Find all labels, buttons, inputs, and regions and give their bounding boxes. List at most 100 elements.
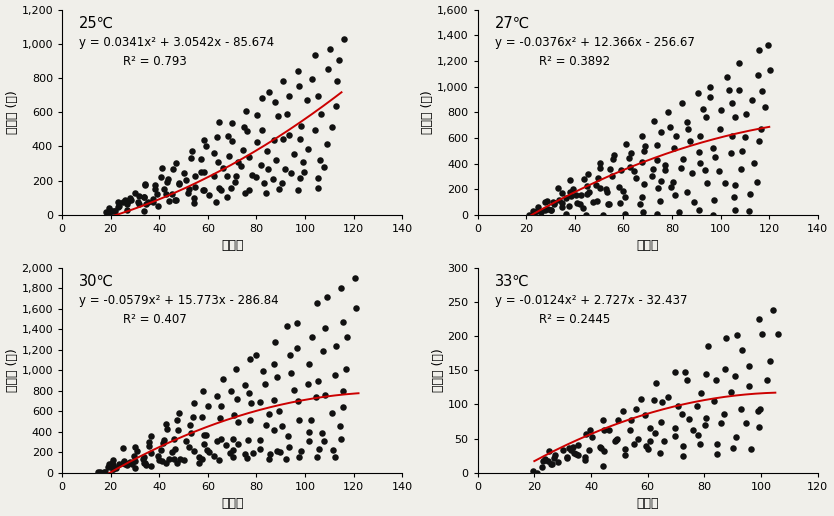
Point — [243, 355, 256, 363]
Point — [585, 433, 598, 441]
Point — [271, 112, 284, 121]
Point — [220, 171, 234, 180]
Point — [330, 77, 344, 85]
Point — [320, 140, 334, 148]
Point — [334, 434, 347, 443]
Point — [681, 376, 694, 384]
Point — [138, 180, 152, 188]
Point — [183, 421, 197, 429]
Point — [138, 453, 151, 461]
Point — [153, 456, 166, 464]
Point — [685, 169, 698, 178]
Point — [284, 169, 297, 178]
Point — [201, 402, 214, 410]
Point — [139, 199, 153, 207]
Point — [552, 184, 565, 192]
Point — [760, 376, 773, 384]
Point — [594, 443, 607, 452]
Point — [545, 460, 558, 468]
Text: R² = 0.407: R² = 0.407 — [123, 313, 187, 326]
Point — [210, 437, 224, 445]
Point — [186, 147, 199, 155]
Point — [311, 174, 324, 182]
Point — [540, 197, 553, 205]
Point — [559, 210, 572, 218]
Point — [108, 207, 122, 216]
Point — [676, 99, 689, 107]
Point — [701, 342, 715, 350]
Point — [707, 396, 721, 405]
Point — [173, 179, 186, 187]
Point — [197, 186, 210, 195]
Point — [336, 318, 349, 327]
Point — [315, 429, 329, 437]
Point — [280, 321, 294, 330]
Point — [566, 443, 580, 451]
Point — [692, 206, 706, 214]
Point — [682, 414, 696, 423]
Point — [256, 366, 269, 375]
Point — [196, 413, 209, 421]
Point — [756, 330, 769, 338]
Point — [118, 460, 132, 468]
Point — [168, 455, 181, 463]
Point — [133, 192, 146, 201]
Point — [608, 437, 621, 445]
Point — [177, 456, 190, 464]
Point — [336, 403, 349, 411]
Point — [718, 364, 731, 373]
Point — [194, 154, 208, 163]
Point — [240, 127, 254, 135]
Point — [226, 435, 239, 443]
Point — [142, 442, 155, 450]
Point — [655, 417, 668, 426]
Point — [199, 141, 213, 150]
Point — [151, 452, 164, 460]
Point — [225, 137, 239, 146]
Point — [159, 420, 173, 428]
Point — [334, 422, 347, 430]
Point — [715, 418, 728, 427]
Point — [158, 436, 171, 444]
Point — [675, 410, 688, 418]
Point — [169, 196, 183, 204]
Point — [654, 128, 667, 136]
Point — [138, 181, 152, 189]
Point — [318, 163, 331, 171]
Point — [273, 185, 286, 194]
Point — [636, 158, 649, 166]
Point — [555, 203, 569, 212]
Point — [563, 188, 576, 196]
Point — [213, 183, 226, 191]
Point — [321, 65, 334, 73]
Point — [144, 432, 158, 440]
Point — [602, 200, 615, 208]
Point — [586, 198, 600, 206]
Point — [128, 457, 142, 465]
Y-axis label: 산란수 (개): 산란수 (개) — [421, 90, 435, 134]
Point — [623, 426, 636, 434]
Point — [618, 192, 631, 201]
Text: 33℃: 33℃ — [495, 273, 530, 289]
Point — [220, 193, 234, 201]
Point — [738, 133, 751, 141]
Point — [581, 170, 595, 178]
Point — [197, 387, 210, 395]
Point — [231, 440, 244, 448]
Point — [249, 350, 263, 359]
Point — [214, 435, 228, 443]
Point — [724, 149, 737, 157]
Point — [277, 77, 290, 85]
Point — [254, 398, 267, 406]
Point — [213, 414, 226, 422]
Text: R² = 0.793: R² = 0.793 — [123, 55, 187, 68]
Point — [547, 199, 560, 207]
Point — [169, 158, 183, 167]
Point — [710, 376, 723, 384]
Point — [113, 202, 126, 211]
Point — [210, 392, 224, 400]
Point — [651, 156, 664, 164]
Point — [242, 436, 255, 444]
Point — [268, 136, 281, 144]
Point — [566, 184, 580, 192]
